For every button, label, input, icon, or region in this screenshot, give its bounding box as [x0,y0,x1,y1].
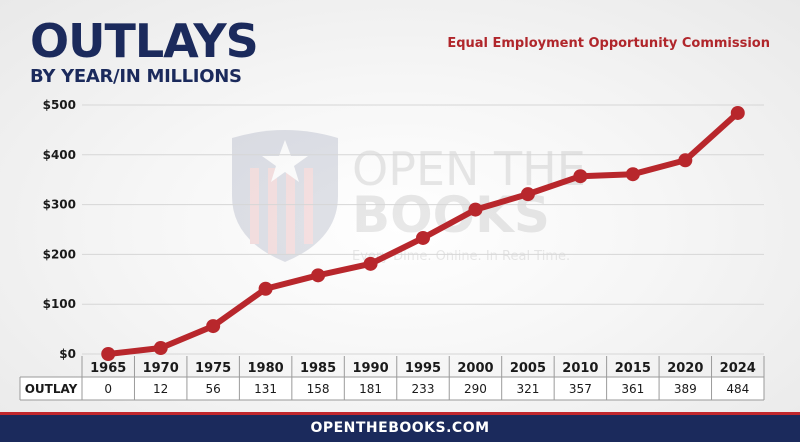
data-point [101,347,116,361]
data-point [153,341,168,356]
data-label: 56 [206,382,221,396]
x-tick-label: 1970 [143,361,179,376]
data-point [468,202,483,217]
agency-name: Equal Employment Opportunity Commission [447,36,770,51]
data-point [573,169,588,184]
y-tick-label: $200 [43,247,76,261]
footer-stripe [0,412,800,415]
shield-icon [232,130,338,262]
data-table: OUTLAY 1965 0 1970 12 1975 56 1980 131 1985 158 199… [19,356,765,401]
x-tick-label: 1990 [352,361,388,376]
x-tick-label: 1965 [90,361,126,376]
data-point [625,167,640,182]
data-label: 389 [674,382,697,396]
data-label: 131 [254,382,277,396]
data-label: 321 [516,382,539,396]
data-label: 0 [104,382,112,396]
x-tick-label: 1995 [405,361,441,376]
gridlines [82,104,764,355]
y-tick-label: $0 [59,347,76,361]
x-tick-label: 1975 [195,361,231,376]
data-label: 158 [307,382,330,396]
series-line [101,105,745,361]
x-tick-label: 2015 [615,361,651,376]
data-point [730,105,745,120]
x-tick-label: 2024 [720,361,756,376]
chart-subtitle: BY YEAR/IN MILLIONS [30,66,242,87]
x-tick-label: 2020 [667,361,703,376]
data-point [206,319,221,334]
data-point [520,187,535,202]
data-label: 12 [153,382,168,396]
table-value-row-bg [20,377,764,400]
y-tick-label: $300 [43,198,76,212]
data-label: 361 [621,382,644,396]
chart-title: OUTLAYS [30,14,259,68]
data-point [258,281,273,296]
watermark-tagline: Every Dime. Online. In Real Time. [352,249,570,264]
x-tick-label: 1985 [300,361,336,376]
x-tick-label: 2005 [510,361,546,376]
data-label: 484 [726,382,749,396]
y-tick-label: $100 [43,297,76,311]
x-tick-label: 2000 [457,361,493,376]
line-chart: OPEN THE BOOKS Every Dime. Online. In Re… [19,98,765,401]
x-tick-label: 1980 [248,361,284,376]
x-tick-label: 2010 [562,361,598,376]
watermark: OPEN THE BOOKS Every Dime. Online. In Re… [232,130,586,264]
table-row-label: OUTLAY [25,382,78,396]
data-point [311,268,326,283]
background [0,0,800,412]
data-label: 290 [464,382,487,396]
data-point [416,230,430,245]
y-axis-ticks: $0 $100 $200 $300 $400 $500 [43,98,76,361]
data-label: 233 [412,382,435,396]
y-tick-label: $500 [43,98,76,112]
data-point [678,153,693,168]
y-tick-label: $400 [43,148,76,162]
data-label: 357 [569,382,592,396]
data-point [363,256,378,271]
data-label: 181 [359,382,382,396]
footer-url[interactable]: OPENTHEBOOKS.COM [0,415,800,442]
